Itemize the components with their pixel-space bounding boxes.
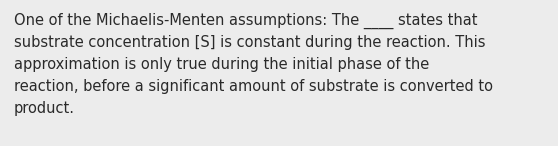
Text: approximation is only true during the initial phase of the: approximation is only true during the in… <box>14 57 429 72</box>
Text: reaction, before a significant amount of substrate is converted to: reaction, before a significant amount of… <box>14 79 493 94</box>
Text: product.: product. <box>14 101 75 116</box>
Text: One of the Michaelis-Menten assumptions: The ____ states that: One of the Michaelis-Menten assumptions:… <box>14 13 478 29</box>
Text: substrate concentration [S] is constant during the reaction. This: substrate concentration [S] is constant … <box>14 35 485 50</box>
